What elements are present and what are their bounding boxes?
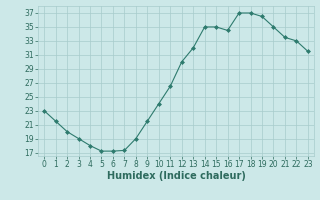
- X-axis label: Humidex (Indice chaleur): Humidex (Indice chaleur): [107, 171, 245, 181]
